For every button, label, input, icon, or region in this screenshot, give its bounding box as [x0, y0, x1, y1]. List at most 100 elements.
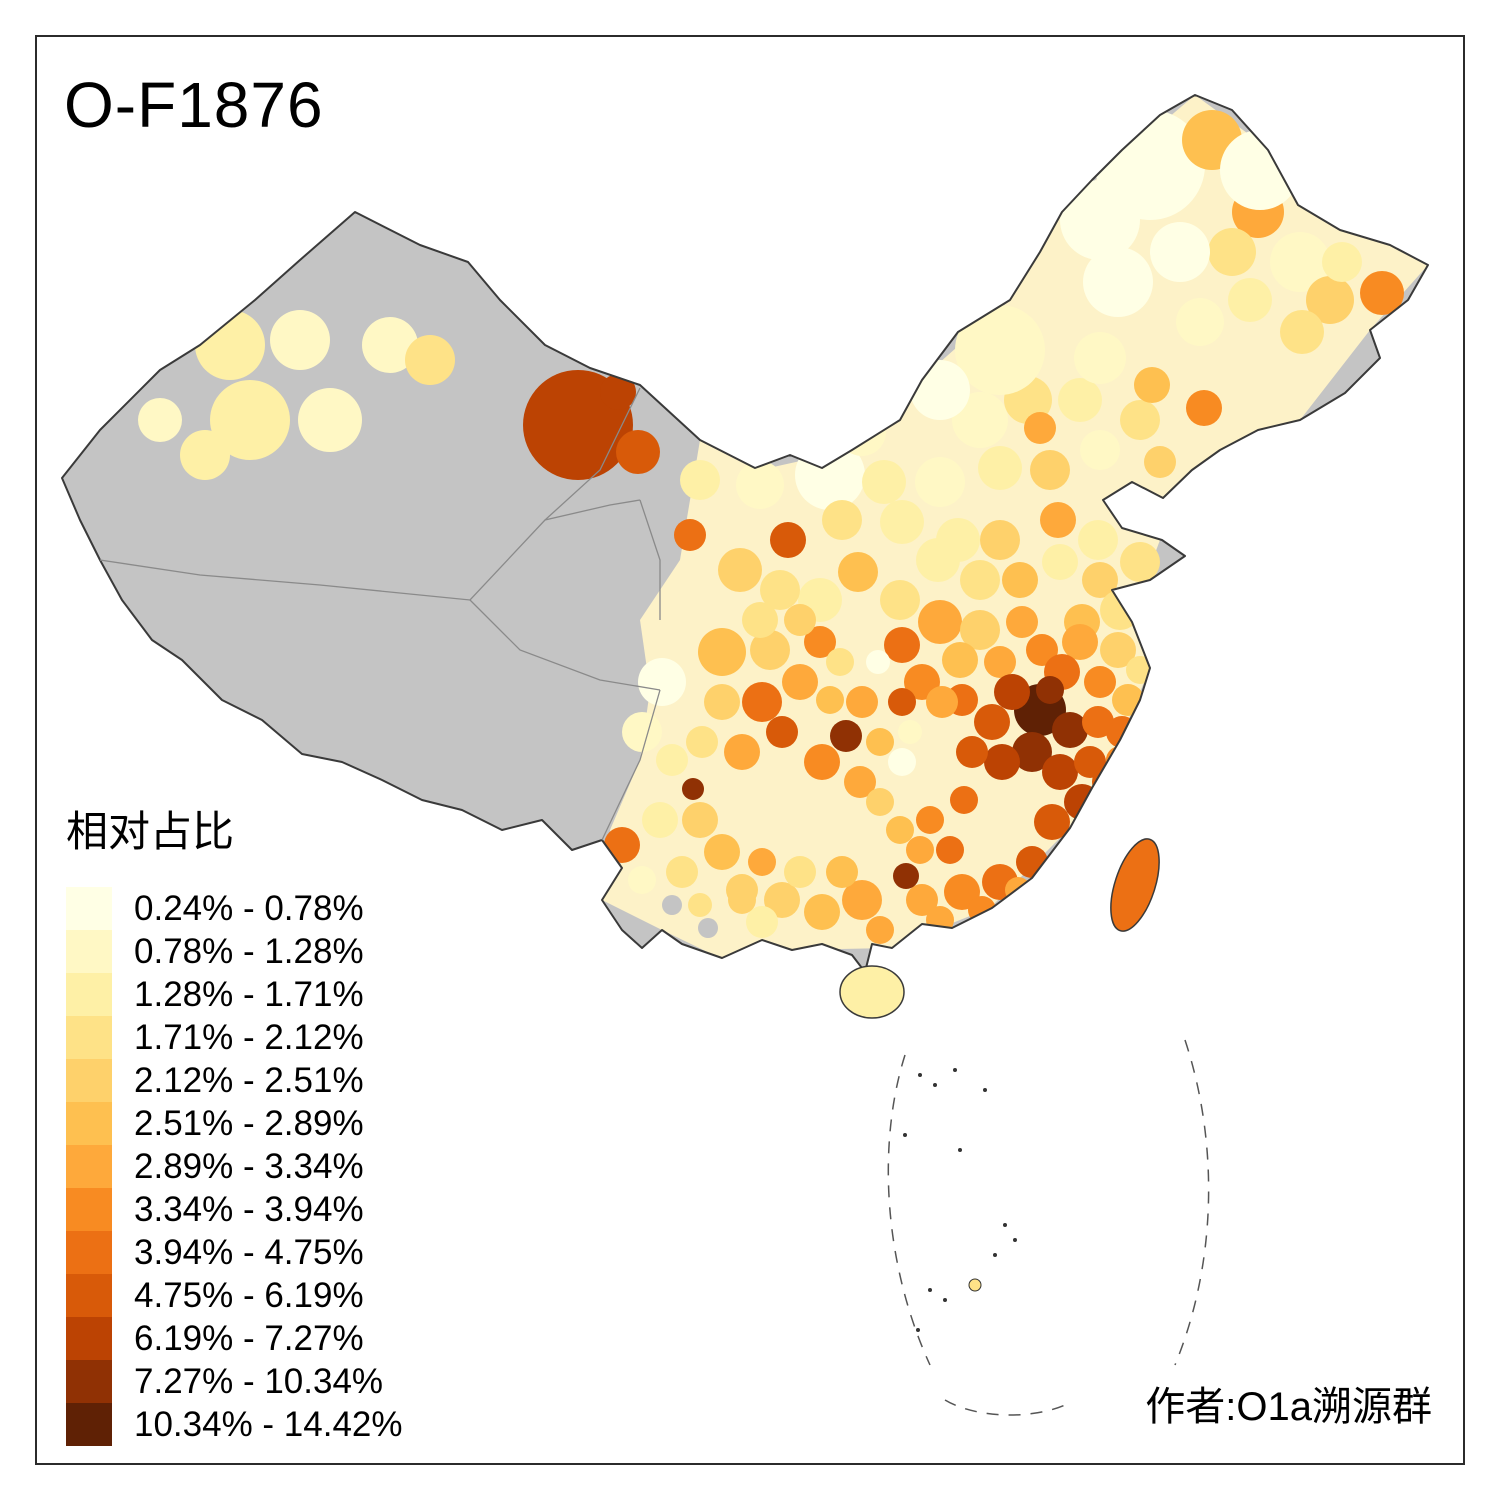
region-cell: [910, 360, 970, 420]
region-cell: [956, 736, 988, 768]
region-cell: [666, 856, 698, 888]
region-cell: [682, 778, 704, 800]
region-cell: [968, 896, 996, 924]
region-cell: [688, 893, 712, 917]
legend-label: 7.27% - 10.34%: [134, 1361, 384, 1401]
region-cell: [746, 906, 778, 938]
legend-label: 0.24% - 0.78%: [134, 888, 364, 928]
region-cell: [838, 552, 878, 592]
region-cell: [742, 602, 778, 638]
legend-label: 3.34% - 3.94%: [134, 1189, 364, 1229]
region-cell: [1006, 606, 1038, 638]
region-cell: [980, 520, 1020, 560]
region-cell: [1228, 278, 1272, 322]
region-cell: [750, 630, 790, 670]
legend-label: 10.34% - 14.42%: [134, 1404, 403, 1444]
region-cell: [298, 388, 362, 452]
region-cell: [842, 880, 882, 920]
region-cell: [674, 519, 706, 551]
east-data-base: [602, 95, 1428, 958]
region-cell: [784, 604, 816, 636]
region-cell: [906, 836, 934, 864]
legend-label: 3.94% - 4.75%: [134, 1232, 364, 1272]
region-cell: [960, 560, 1000, 600]
region-cell: [1134, 584, 1166, 616]
region-cell: [1106, 746, 1134, 774]
region-cell: [1082, 706, 1114, 738]
legend-swatch: [66, 1102, 112, 1145]
region-cell: [718, 548, 762, 592]
region-cell: [628, 866, 656, 894]
region-cell: [704, 834, 740, 870]
region-cell: [1134, 367, 1170, 403]
region-cell: [1058, 378, 1102, 422]
region-cell: [984, 744, 1020, 780]
south-china-sea-islands: [903, 1068, 1017, 1332]
region-cell: [1092, 764, 1128, 800]
region-cell: [1062, 624, 1098, 660]
region-cell: [918, 600, 962, 644]
region-cell: [1034, 804, 1070, 840]
legend-item: 1.71% - 2.12%: [66, 1016, 403, 1059]
region-cell: [1106, 716, 1138, 748]
legend-swatch: [66, 1274, 112, 1317]
legend-item: 3.34% - 3.94%: [66, 1188, 403, 1231]
region-cell: [662, 895, 682, 915]
region-cell: [862, 460, 906, 504]
region-cell: [915, 457, 965, 507]
legend-swatch: [66, 1317, 112, 1360]
region-cell: [830, 720, 862, 752]
region-cell: [826, 648, 854, 676]
legend-swatch: [66, 1059, 112, 1102]
region-cell: [736, 461, 784, 509]
region-cell: [886, 816, 914, 844]
region-cell: [974, 704, 1010, 740]
region-cell: [180, 430, 230, 480]
region-cell: [1100, 590, 1140, 630]
region-cell: [822, 500, 862, 540]
region-cell: [888, 688, 916, 716]
region-cell: [1306, 276, 1354, 324]
region-cell: [1186, 390, 1222, 426]
legend-swatch: [66, 1403, 112, 1446]
region-cell: [1083, 247, 1153, 317]
region-cell: [1052, 712, 1088, 748]
region-cell: [804, 626, 836, 658]
region-cell: [724, 734, 760, 770]
region-cell: [704, 684, 740, 720]
legend-label: 0.78% - 1.28%: [134, 931, 364, 971]
region-cell: [622, 712, 662, 752]
region-cell: [1270, 232, 1330, 292]
legend-item: 1.28% - 1.71%: [66, 973, 403, 1016]
legend-label: 1.28% - 1.71%: [134, 974, 364, 1014]
legend-swatch: [66, 887, 112, 930]
legend-swatch: [66, 973, 112, 1016]
legend-swatch: [66, 1145, 112, 1188]
region-cell: [1084, 806, 1116, 838]
region-cell: [1078, 520, 1118, 560]
region-cell: [656, 744, 688, 776]
region-cell: [1040, 502, 1076, 538]
region-cell: [138, 398, 182, 442]
legend-item: 6.19% - 7.27%: [66, 1317, 403, 1360]
region-cell: [784, 856, 816, 888]
region-cell: [600, 374, 636, 410]
region-cell: [210, 380, 290, 460]
nine-dash-line: [887, 1039, 1210, 1416]
region-cell: [955, 305, 1045, 395]
region-cell: [766, 716, 798, 748]
region-cell: [1208, 228, 1256, 276]
region-cell: [1120, 542, 1160, 582]
region-cell: [782, 664, 818, 700]
region-cell: [978, 446, 1022, 490]
author-credit: 作者:O1a溯源群: [1145, 1385, 1432, 1429]
region-cell: [816, 686, 844, 714]
region-cell: [893, 863, 919, 889]
region-cell: [1024, 412, 1056, 444]
region-cell: [936, 518, 980, 562]
legend-item: 7.27% - 10.34%: [66, 1360, 403, 1403]
colored-islet: [968, 1278, 982, 1292]
region-cell: [760, 570, 800, 610]
region-cell: [405, 335, 455, 385]
region-cell: [846, 686, 878, 718]
